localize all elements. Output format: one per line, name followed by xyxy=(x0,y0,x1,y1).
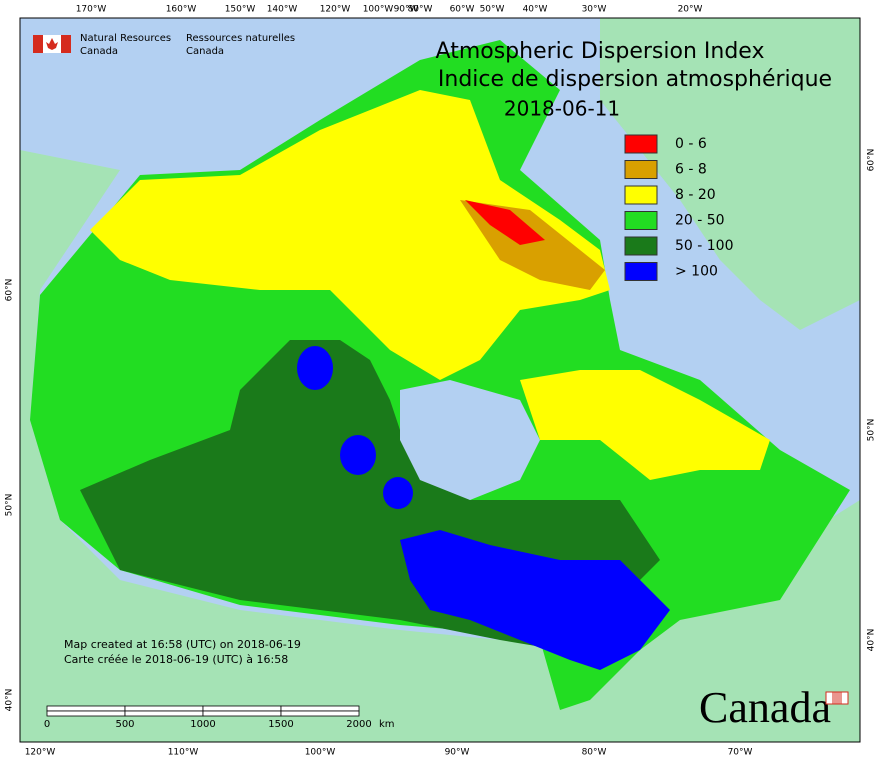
scale-label: 2000 xyxy=(346,719,371,730)
credit-en: Map created at 16:58 (UTC) on 2018-06-19 xyxy=(64,638,301,651)
zone-blue xyxy=(297,346,333,390)
bottom-label: 90°W xyxy=(445,748,470,758)
scale-unit: km xyxy=(379,719,395,730)
legend-swatch xyxy=(624,211,658,230)
greenland xyxy=(600,18,860,330)
top-label: 40°W xyxy=(523,5,548,15)
scale-segment xyxy=(124,705,204,712)
scale-segment xyxy=(280,710,360,717)
top-label: 170°W xyxy=(76,5,107,15)
agency-en: Natural Resources xyxy=(80,33,171,44)
flag-bar xyxy=(33,35,43,53)
bottom-label: 110°W xyxy=(168,748,199,758)
bottom-label: 120°W xyxy=(25,748,56,758)
scale-segment xyxy=(202,705,282,712)
bottom-label: 100°W xyxy=(305,748,336,758)
legend-swatch xyxy=(624,185,658,205)
zone-red xyxy=(465,200,545,245)
neighbour-land xyxy=(20,150,860,742)
top-label: 140°W xyxy=(267,5,298,15)
zone-yellow-north xyxy=(90,90,610,380)
zone-blue xyxy=(400,530,670,670)
title-en: Atmospheric Dispersion Index xyxy=(436,39,765,64)
legend-swatch xyxy=(624,262,658,281)
top-label: 90°W xyxy=(394,5,419,15)
agency-fr: Canada xyxy=(186,46,224,57)
right-label: 40°N xyxy=(867,629,877,652)
legend-swatch xyxy=(624,134,658,154)
legend-label: 50 - 100 xyxy=(675,238,734,254)
zone-blue xyxy=(383,477,413,509)
scale-segment xyxy=(280,705,360,712)
top-label: 60°W xyxy=(450,5,475,15)
bottom-label: 80°W xyxy=(582,748,607,758)
scale-segment xyxy=(46,710,126,717)
bottom-label: 70°W xyxy=(728,748,753,758)
legend: 0 - 6 6 - 8 8 - 20 20 - 50 50 - 100 > 100 xyxy=(624,134,734,281)
top-label: 100°W xyxy=(363,5,394,15)
agency-fr: Ressources naturelles xyxy=(186,33,295,44)
left-label: 40°N xyxy=(5,689,15,712)
scale-segment xyxy=(124,710,204,717)
top-label: 120°W xyxy=(320,5,351,15)
flag-bar xyxy=(61,35,71,53)
scale-label: 1000 xyxy=(190,719,215,730)
left-label: 50°N xyxy=(5,494,15,517)
top-label: 150°W xyxy=(225,5,256,15)
title-date: 2018-06-11 xyxy=(504,97,620,121)
maple-leaf xyxy=(46,38,58,50)
top-label: 30°W xyxy=(582,5,607,15)
wordmark-leaf xyxy=(832,692,842,704)
legend-label: > 100 xyxy=(675,264,718,280)
top-label: 50°W xyxy=(480,5,505,15)
canada-wordmark: Canada xyxy=(699,683,831,732)
agency-en: Canada xyxy=(80,46,118,57)
legend-swatch xyxy=(624,236,658,256)
hudson-bay xyxy=(400,380,540,500)
title-fr: Indice de dispersion atmosphérique xyxy=(438,67,832,92)
right-label: 50°N xyxy=(867,419,877,442)
top-label: 20°W xyxy=(678,5,703,15)
legend-label: 20 - 50 xyxy=(675,213,725,229)
scale-segment xyxy=(202,710,282,717)
credit-fr: Carte créée le 2018-06-19 (UTC) à 16:58 xyxy=(64,653,288,666)
zone-yellow-east xyxy=(520,370,770,480)
map-frame xyxy=(19,17,861,743)
scale-bar: 0 500 1000 1500 2000 km xyxy=(44,705,395,730)
left-label: 60°N xyxy=(5,279,15,302)
scale-label: 0 xyxy=(44,719,50,730)
graticule-labels: 170°W 160°W 150°W 140°W 120°W 100°W 90°W80°W 60… xyxy=(5,5,877,758)
scale-label: 1500 xyxy=(268,719,293,730)
top-label: 160°W xyxy=(166,5,197,15)
nrcan-signature: Natural Resources Canada Ressources natu… xyxy=(33,33,295,57)
zone-blue xyxy=(340,435,376,475)
top-label: 80°W xyxy=(408,5,433,15)
legend-swatch xyxy=(624,160,658,179)
legend-label: 0 - 6 xyxy=(675,136,707,152)
legend-label: 8 - 20 xyxy=(675,187,716,203)
right-label: 60°N xyxy=(867,149,877,172)
scale-segment xyxy=(46,705,126,712)
frame-border xyxy=(19,17,861,743)
scale-label: 500 xyxy=(115,719,134,730)
legend-label: 6 - 8 xyxy=(675,162,707,178)
